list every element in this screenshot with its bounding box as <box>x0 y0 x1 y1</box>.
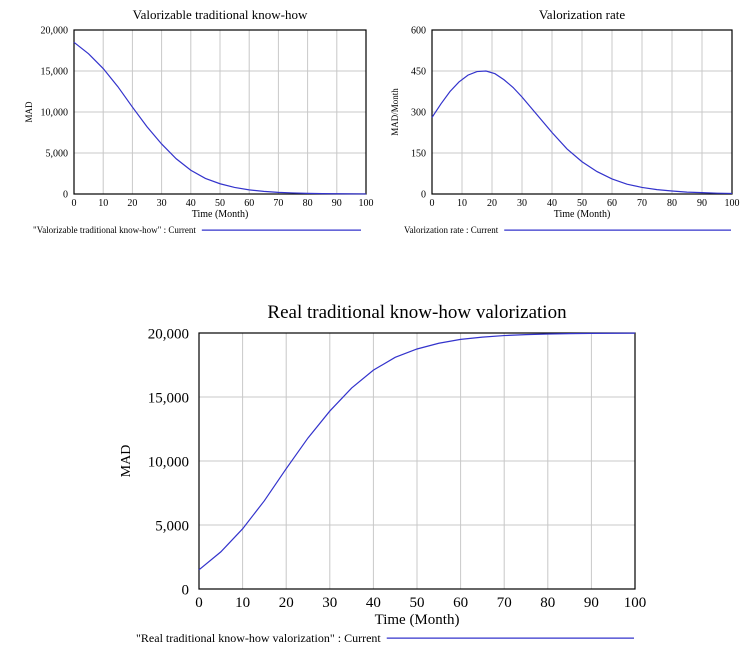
chart1-y-tick-label: 0 <box>63 190 68 201</box>
chart1-y-tick-label: 20,000 <box>41 26 69 37</box>
chart3-y-tick-label: 15,000 <box>148 390 189 406</box>
chart2-x-tick-label: 40 <box>547 198 557 209</box>
chart2-title: Valorization rate <box>539 7 625 22</box>
chart3-x-tick-label: 10 <box>235 595 250 611</box>
chart1-legend-quote: " <box>33 225 37 235</box>
chart2-x-tick-label: 50 <box>577 198 587 209</box>
chart3-series-line <box>198 332 636 571</box>
chart3-legend-label: "Real traditional know-how valorization"… <box>136 631 381 645</box>
chart3-y-tick-label: 20,000 <box>148 326 189 342</box>
chart1-x-tick-label: 100 <box>359 198 374 209</box>
chart1-y-tick-label: 5,000 <box>46 149 69 160</box>
chart3-x-tick-label: 60 <box>453 595 468 611</box>
chart3-frame <box>198 332 636 590</box>
chart1-title: Valorizable traditional know-how <box>133 7 308 22</box>
chart3-title: Real traditional know-how valorization <box>267 302 567 323</box>
chart2-x-tick-label: 100 <box>725 198 740 209</box>
chart2-x-tick-label: 10 <box>457 198 467 209</box>
chart2-frame <box>431 29 733 195</box>
chart3-y-tick-label: 10,000 <box>148 454 189 470</box>
chart2-x-tick-label: 0 <box>430 198 435 209</box>
chart1-series-line <box>73 41 367 195</box>
chart3-x-tick-label: 30 <box>322 595 337 611</box>
chart1-y-axis-label: MAD <box>24 101 34 123</box>
chart1-x-axis-label: Time (Month) <box>192 209 249 220</box>
chart3-x-tick-label: 80 <box>540 595 555 611</box>
chart1-x-tick-label: 80 <box>303 198 313 209</box>
chart2-x-tick-label: 90 <box>697 198 707 209</box>
chart3-y-axis-label: MAD <box>119 445 134 478</box>
chart1-x-tick-label: 30 <box>157 198 167 209</box>
chart1-y-tick-label: 10,000 <box>41 108 69 119</box>
chart3-x-tick-label: 100 <box>624 595 647 611</box>
chart2-x-tick-label: 60 <box>607 198 617 209</box>
chart2-legend-text: Valorization rate : Current <box>404 225 499 235</box>
chart1-x-tick-label: 20 <box>127 198 137 209</box>
chart3-legend-quote: " <box>136 631 141 645</box>
chart2-y-tick-label: 300 <box>411 108 426 119</box>
chart1-legend-label: "Valorizable traditional know-how" : Cur… <box>33 225 196 235</box>
chart1-legend-text: Valorizable traditional know-how" : Curr… <box>37 225 197 235</box>
chart3-x-tick-label: 70 <box>497 595 512 611</box>
chart1-x-tick-label: 50 <box>215 198 225 209</box>
chart3-x-axis-label: Time (Month) <box>375 612 460 628</box>
chart1-x-tick-label: 40 <box>186 198 196 209</box>
chart3-legend-text: Real traditional know-how valorization" … <box>141 631 382 645</box>
chart2-y-tick-label: 600 <box>411 26 426 37</box>
chart2-y-tick-label: 450 <box>411 67 426 78</box>
chart2-series-line <box>431 70 733 195</box>
chart1-x-tick-label: 60 <box>244 198 254 209</box>
chart1-x-tick-label: 70 <box>273 198 283 209</box>
chart2-x-tick-label: 20 <box>487 198 497 209</box>
chart3-x-tick-label: 20 <box>279 595 294 611</box>
chart2-legend-label: Valorization rate : Current <box>404 225 499 235</box>
chart3-y-tick-label: 5,000 <box>155 518 189 534</box>
chart3-x-tick-label: 40 <box>366 595 381 611</box>
chart3-x-tick-label: 0 <box>195 595 203 611</box>
chart2-x-axis-label: Time (Month) <box>554 209 611 220</box>
chart1-y-tick-label: 15,000 <box>41 67 69 78</box>
chart1-frame <box>73 29 367 195</box>
chart2-y-tick-label: 0 <box>421 190 426 201</box>
chart2-y-axis-label: MAD/Month <box>390 88 400 136</box>
chart2-y-tick-label: 150 <box>411 149 426 160</box>
chart1-x-tick-label: 10 <box>98 198 108 209</box>
chart3-x-tick-label: 90 <box>584 595 599 611</box>
chart3-x-tick-label: 50 <box>410 595 425 611</box>
chart1-x-tick-label: 0 <box>72 198 77 209</box>
chart2-x-tick-label: 30 <box>517 198 527 209</box>
chart2-x-tick-label: 70 <box>637 198 647 209</box>
chart2-x-tick-label: 80 <box>667 198 677 209</box>
chart1-x-tick-label: 90 <box>332 198 342 209</box>
chart3-y-tick-label: 0 <box>182 582 190 598</box>
